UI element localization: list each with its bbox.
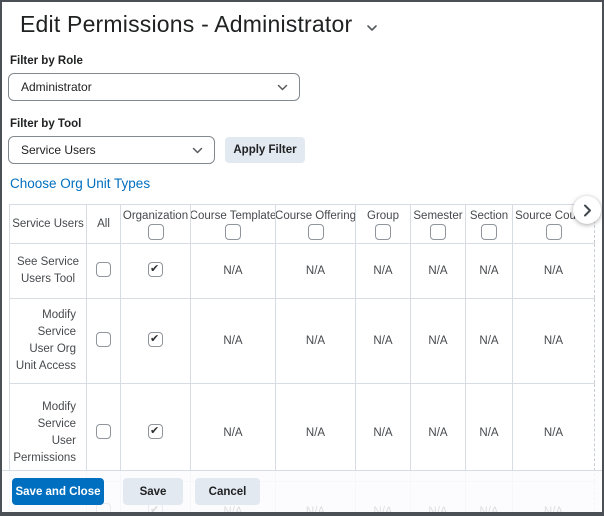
column-select-all-checkbox[interactable]: [481, 223, 497, 240]
permission-name-cell: Modify Service User Permissions: [9, 383, 87, 482]
column-header: Organization: [120, 204, 191, 244]
table-row: Modify Service User PermissionsN/AN/AN/A…: [9, 383, 595, 482]
permission-name-cell: See Service Users Tool: [9, 243, 87, 299]
filter-by-tool-label: Filter by Tool: [10, 118, 82, 130]
column-select-all-checkbox[interactable]: [147, 223, 164, 240]
role-select[interactable]: Administrator: [8, 73, 300, 101]
na-cell: N/A: [512, 243, 595, 299]
na-cell: N/A: [275, 243, 356, 299]
na-cell: N/A: [190, 298, 276, 384]
permission-name-cell: Modify Service User Org Unit Access: [9, 298, 87, 384]
na-cell: N/A: [512, 298, 595, 384]
permission-checkbox[interactable]: [96, 423, 111, 439]
table-row: Modify Service User Org Unit AccessN/AN/…: [9, 298, 595, 384]
chevron-down-icon: [192, 147, 203, 154]
permission-checkbox[interactable]: [148, 332, 163, 347]
checkbox-cell: [120, 383, 191, 482]
column-header-label: Section: [469, 209, 509, 222]
title-dropdown-chevron-icon[interactable]: [366, 24, 378, 32]
column-header-label: Source Course: [515, 209, 592, 222]
column-header: Group: [355, 204, 411, 244]
title-row: Edit Permissions - Administrator: [20, 11, 596, 38]
column-header-label: Organization: [122, 209, 189, 222]
role-select-value: Administrator: [21, 80, 92, 94]
cancel-button[interactable]: Cancel: [195, 478, 260, 505]
checkbox-cell: [86, 383, 121, 482]
na-cell: N/A: [190, 383, 276, 482]
save-and-close-button[interactable]: Save and Close: [12, 478, 104, 505]
column-header: Course Template: [190, 204, 276, 244]
column-header: Semester: [410, 204, 466, 244]
chevron-down-icon: [277, 84, 288, 91]
na-cell: N/A: [512, 383, 595, 482]
choose-org-unit-types-link[interactable]: Choose Org Unit Types: [10, 176, 151, 191]
column-select-all-checkbox[interactable]: [307, 223, 324, 240]
na-cell: N/A: [355, 298, 411, 384]
checkbox-cell: [120, 243, 191, 299]
na-cell: N/A: [275, 383, 356, 482]
column-header-label: Semester: [413, 209, 463, 222]
permission-checkbox[interactable]: [148, 262, 163, 277]
column-select-all-checkbox[interactable]: [225, 223, 241, 240]
na-cell: N/A: [410, 298, 466, 384]
column-header: Course Offering: [275, 204, 356, 244]
column-header-label: Group: [367, 209, 399, 222]
column-header: Service Users: [9, 204, 87, 244]
na-cell: N/A: [355, 383, 411, 482]
permission-checkbox[interactable]: [96, 262, 111, 277]
column-header-label: Course Offering: [275, 209, 356, 222]
column-header: All: [86, 204, 121, 244]
tool-select-value: Service Users: [21, 143, 96, 157]
na-cell: N/A: [410, 383, 466, 482]
na-cell: N/A: [465, 243, 513, 299]
page-title: Edit Permissions - Administrator: [20, 11, 353, 37]
column-header-label: Course Template: [190, 209, 276, 222]
filter-by-role-label: Filter by Role: [10, 55, 83, 67]
column-select-all-checkbox[interactable]: [545, 223, 562, 240]
chevron-right-icon: [583, 204, 592, 217]
na-cell: N/A: [465, 383, 513, 482]
apply-filter-button[interactable]: Apply Filter: [225, 137, 305, 163]
permission-checkbox[interactable]: [148, 423, 163, 439]
tool-select[interactable]: Service Users: [8, 136, 215, 164]
table-row: See Service Users ToolN/AN/AN/AN/AN/AN/A: [9, 243, 595, 299]
na-cell: N/A: [410, 243, 466, 299]
column-select-all-checkbox[interactable]: [375, 223, 391, 240]
table-header-row: Service Users All Organization Course Templ…: [9, 204, 595, 244]
na-cell: N/A: [190, 243, 276, 299]
checkbox-cell: [86, 243, 121, 299]
scroll-columns-right-button[interactable]: [573, 196, 601, 224]
checkbox-cell: [86, 298, 121, 384]
na-cell: N/A: [465, 298, 513, 384]
checkbox-cell: [120, 298, 191, 384]
permission-checkbox[interactable]: [96, 332, 111, 347]
column-header: Section: [465, 204, 513, 244]
na-cell: N/A: [355, 243, 411, 299]
save-button[interactable]: Save: [123, 478, 183, 505]
na-cell: N/A: [275, 298, 356, 384]
action-footer: Save and Close Save Cancel: [2, 470, 602, 512]
column-select-all-checkbox[interactable]: [430, 223, 446, 240]
